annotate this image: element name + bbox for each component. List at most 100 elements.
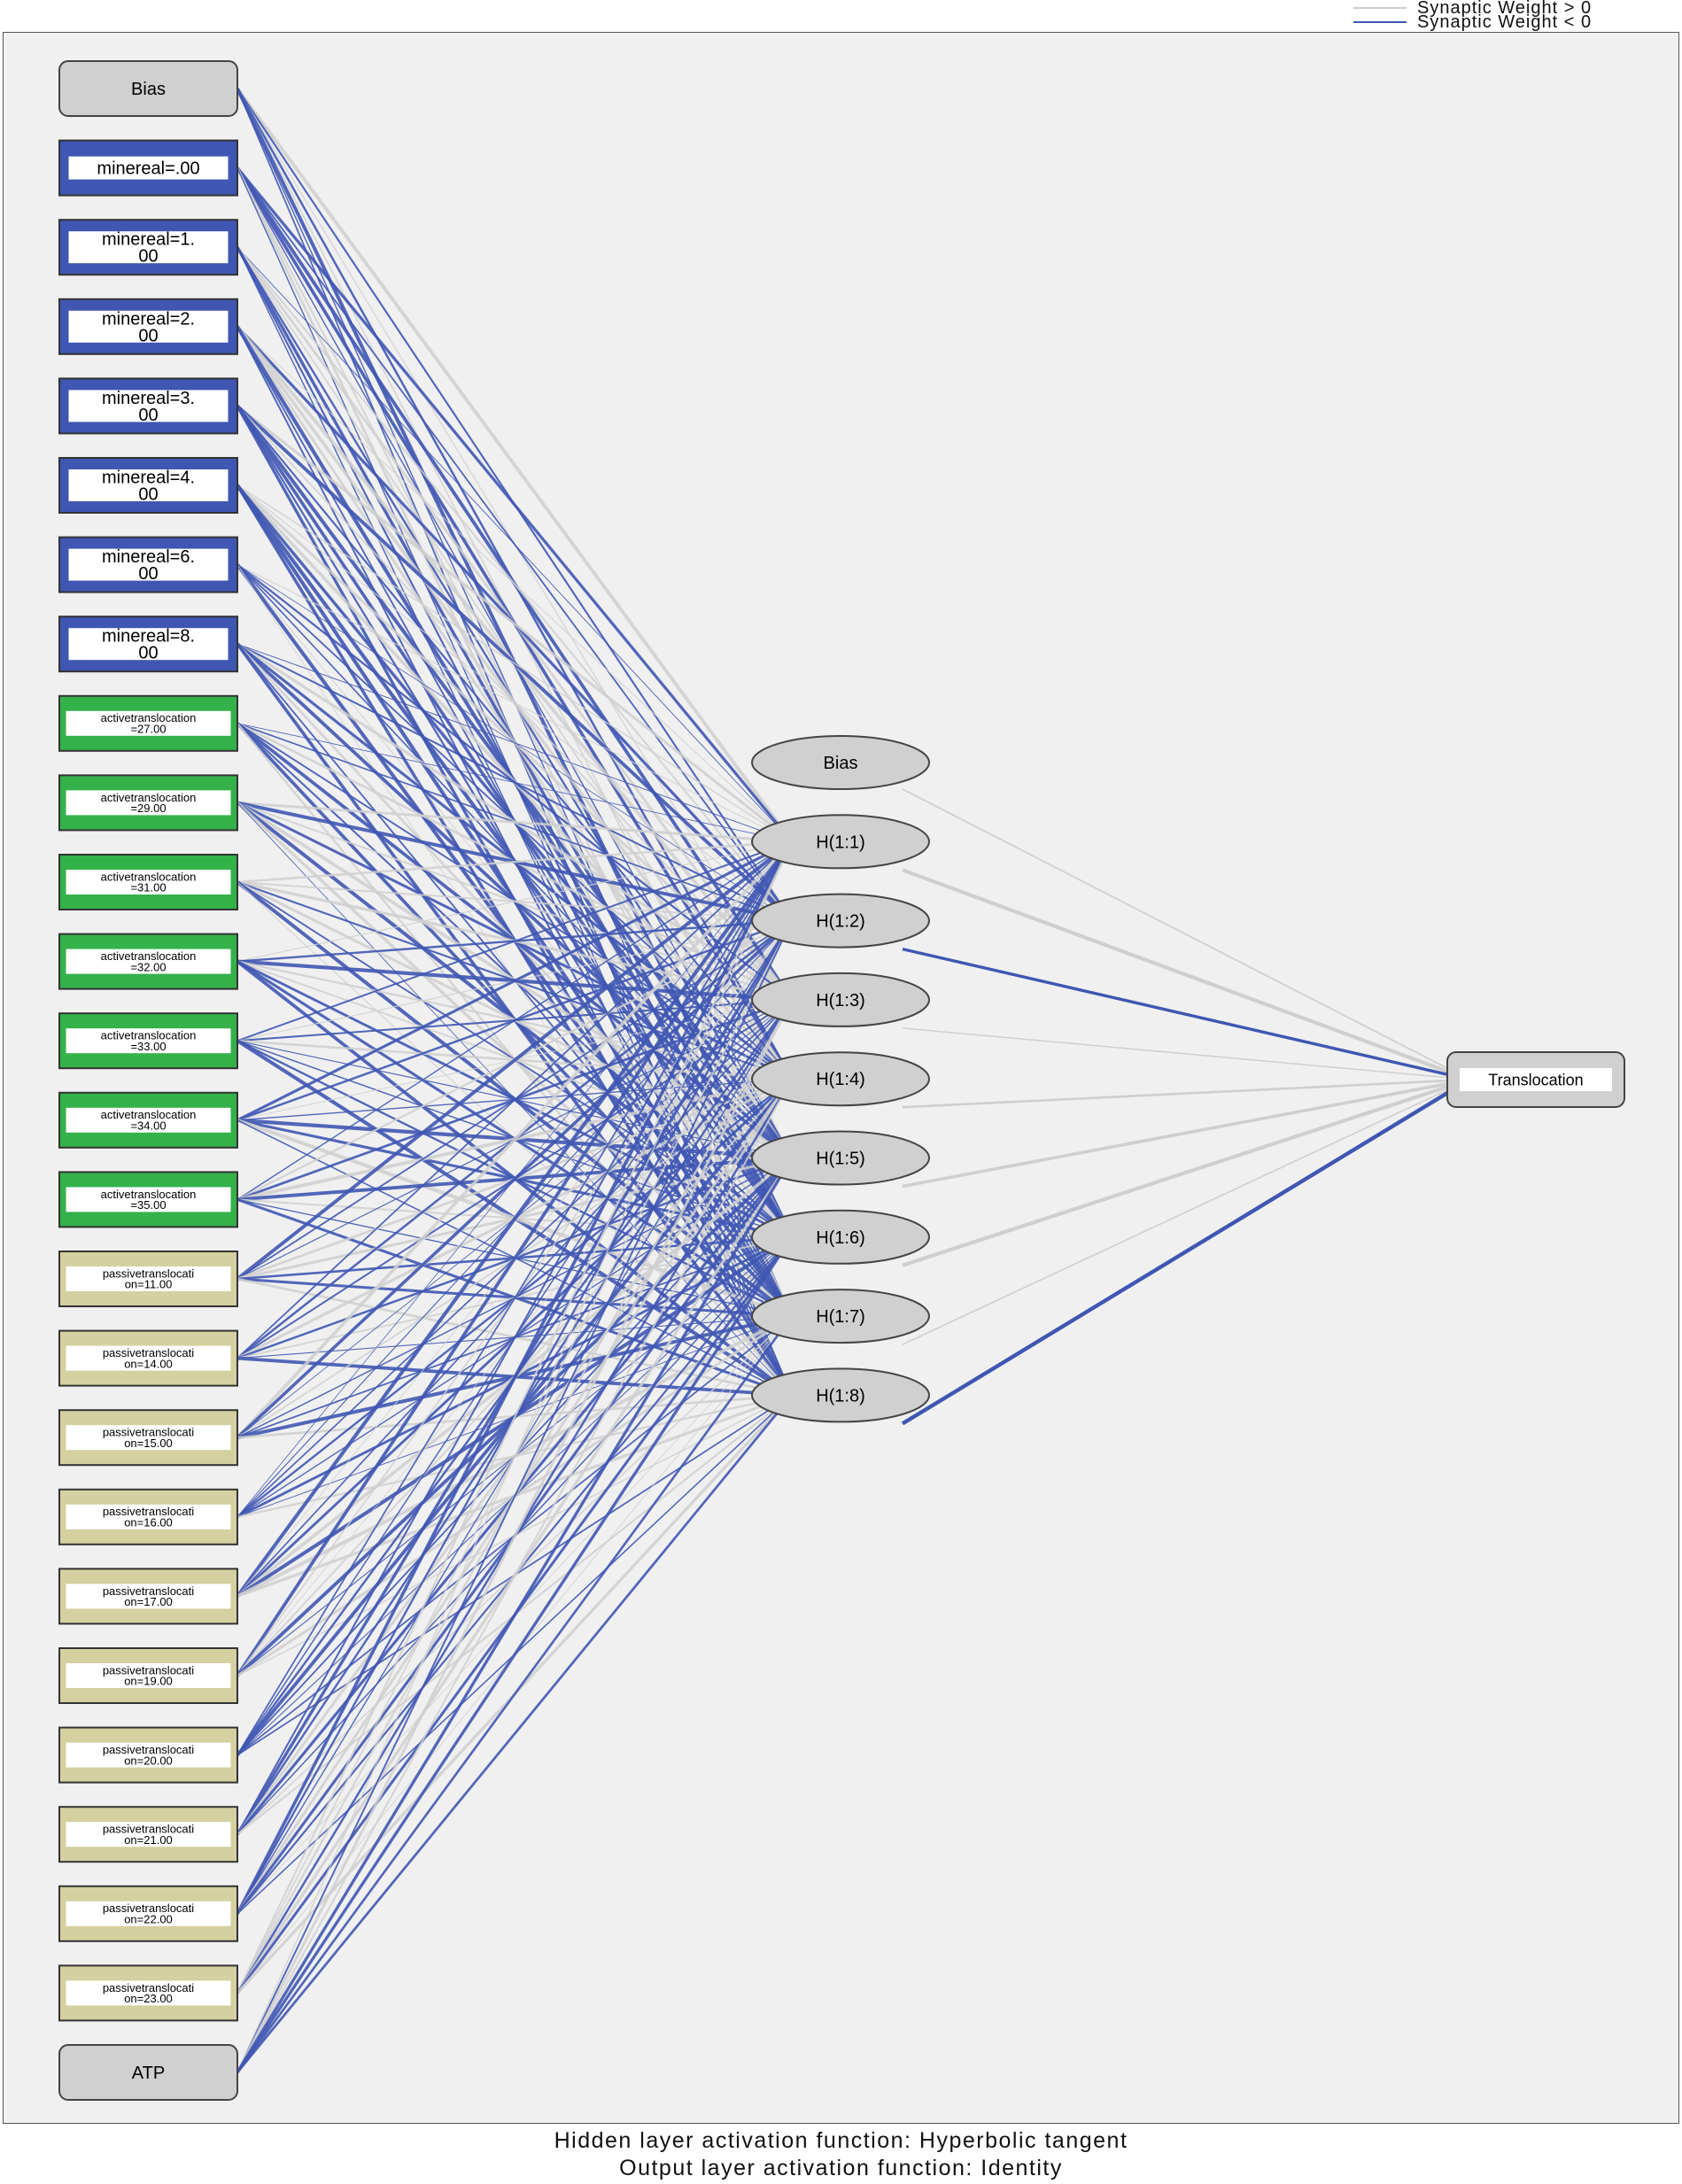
input-node-label: minereal=6. 00 xyxy=(102,547,195,584)
input-node-label-bg xyxy=(66,1425,231,1451)
hidden-node-ellipse xyxy=(751,735,930,790)
input-node-label-bg xyxy=(66,1266,231,1291)
input-node-label: passivetranslocati on=11.00 xyxy=(103,1266,194,1290)
synapse-input-hidden xyxy=(236,1315,794,2073)
hidden-node-label: Bias xyxy=(824,754,858,773)
hidden-node: H(1:2) xyxy=(751,893,930,949)
synapse-input-hidden xyxy=(236,840,794,1915)
input-node-label: passivetranslocati on=16.00 xyxy=(103,1505,194,1529)
synapse-input-hidden xyxy=(236,920,793,2073)
synapse-input-hidden xyxy=(236,801,793,843)
hidden-node: H(1:1) xyxy=(751,814,930,870)
input-node-label-bg xyxy=(66,710,231,736)
output-node-label: Translocation xyxy=(1488,1071,1583,1088)
output-node-label-bg xyxy=(1460,1068,1612,1091)
input-node-label: minereal=3. 00 xyxy=(102,389,195,425)
synapse-input-hidden xyxy=(236,840,793,1122)
hidden-node-label: H(1:6) xyxy=(816,1228,865,1248)
hidden-node: H(1:5) xyxy=(751,1130,930,1186)
connections xyxy=(236,87,1471,2073)
synapse-input-hidden xyxy=(236,840,793,1835)
synapse-input-hidden xyxy=(236,841,793,1518)
input-node-mineral: minereal=4. 00 xyxy=(58,457,238,514)
input-node-label-bg xyxy=(66,870,231,895)
hidden-bias: Bias xyxy=(751,735,930,790)
synapse-input-hidden xyxy=(236,723,793,842)
hidden-node-label: H(1:5) xyxy=(816,1150,865,1169)
legend-negative: Synaptic Weight < 0 xyxy=(1353,12,1592,32)
synapse-input-hidden xyxy=(236,87,794,843)
synapse-input-hidden xyxy=(236,840,793,1994)
input-node-label: ATP xyxy=(132,2064,165,2083)
input-node-passive: passivetranslocati on=15.00 xyxy=(58,1409,238,1467)
hidden-node-ellipse xyxy=(751,972,930,1027)
input-node-active: activetranslocation =27.00 xyxy=(58,694,238,752)
input-node-passive: passivetranslocati on=14.00 xyxy=(58,1329,238,1387)
input-node-label: activetranslocation =32.00 xyxy=(101,949,197,973)
synapse-input-hidden xyxy=(236,840,793,884)
legend-negative-swatch xyxy=(1353,21,1407,23)
input-node-label: minereal=4. 00 xyxy=(102,469,195,505)
input-node-active: activetranslocation =33.00 xyxy=(58,1012,238,1070)
input-node-mineral: minereal=1. 00 xyxy=(58,219,238,276)
input-node-passive: passivetranslocati on=20.00 xyxy=(58,1726,238,1784)
input-node-passive: passivetranslocati on=22.00 xyxy=(58,1885,238,1942)
input-node-label-bg xyxy=(66,1663,231,1688)
synapse-input-hidden xyxy=(236,1078,793,2073)
synapse-hidden-output xyxy=(902,1078,1470,1267)
hidden-node: H(1:3) xyxy=(751,972,930,1027)
synapse-hidden-output xyxy=(902,1079,1470,1345)
hidden-node: H(1:7) xyxy=(751,1289,930,1344)
input-node-label-bg xyxy=(66,1187,231,1212)
input-node-label: minereal=8. 00 xyxy=(102,627,195,663)
input-node-box xyxy=(58,2044,238,2101)
synapse-input-hidden xyxy=(236,840,794,1598)
input-node-label: activetranslocation =33.00 xyxy=(101,1029,197,1053)
input-node-label: passivetranslocati on=21.00 xyxy=(103,1823,194,1847)
input-node-passive: passivetranslocati on=21.00 xyxy=(58,1806,238,1863)
hidden-node-ellipse xyxy=(751,814,930,870)
input-node-label: passivetranslocati on=23.00 xyxy=(103,1981,194,2005)
hidden-activation-caption: Hidden layer activation function: Hyperb… xyxy=(554,2128,1128,2153)
input-node-active: activetranslocation =35.00 xyxy=(58,1171,238,1228)
synapse-input-hidden xyxy=(236,840,793,1200)
synapse-input-hidden xyxy=(236,840,793,1042)
synapse-input-hidden xyxy=(236,643,793,842)
synapse-input-hidden xyxy=(236,326,793,842)
hidden-node: H(1:8) xyxy=(751,1367,930,1423)
synapse-hidden-output xyxy=(901,1078,1471,1426)
input-node-label: activetranslocation =27.00 xyxy=(101,711,197,735)
input-node-label: activetranslocation =35.00 xyxy=(101,1188,197,1212)
input-node-passive: passivetranslocati on=19.00 xyxy=(58,1647,238,1704)
input-covariate: ATP xyxy=(58,2044,238,2101)
input-node-active: activetranslocation =29.00 xyxy=(58,774,238,832)
synapse-input-hidden xyxy=(236,246,793,842)
synapse-input-hidden xyxy=(236,564,793,842)
input-node-active: activetranslocation =34.00 xyxy=(58,1091,238,1149)
input-node-label: passivetranslocati on=22.00 xyxy=(103,1901,194,1925)
input-node-mineral: minereal=.00 xyxy=(58,139,238,197)
input-node-label-bg xyxy=(68,548,229,581)
synapse-input-hidden xyxy=(236,1157,794,2073)
hidden-node-label: H(1:2) xyxy=(816,912,865,932)
input-node-mineral: minereal=3. 00 xyxy=(58,377,238,435)
input-node-label-bg xyxy=(68,390,229,422)
input-node-label: minereal=1. 00 xyxy=(102,230,195,267)
input-node-label-bg xyxy=(66,1822,231,1847)
hidden-node-ellipse xyxy=(751,1209,930,1265)
synapse-input-hidden xyxy=(236,1394,794,2073)
legend-negative-label: Synaptic Weight < 0 xyxy=(1417,12,1593,32)
synapse-input-hidden xyxy=(236,999,794,2073)
legend-positive-swatch xyxy=(1353,7,1407,9)
legend-positive: Synaptic Weight > 0 xyxy=(1353,0,1592,18)
synapse-input-hidden xyxy=(236,167,794,843)
input-node-label: Bias xyxy=(131,80,166,99)
hidden-node-ellipse xyxy=(751,1367,930,1423)
input-node-label-bg xyxy=(66,949,231,974)
hidden-node-ellipse xyxy=(751,1051,930,1107)
hidden-node-ellipse xyxy=(751,1130,930,1186)
nodes: Bias minereal=.00 minereal=1. 00 minereal=2.… xyxy=(58,60,1625,2101)
hidden-node-label: H(1:4) xyxy=(816,1070,865,1089)
input-node-label: activetranslocation =34.00 xyxy=(101,1108,197,1132)
input-node-label-bg xyxy=(66,790,231,816)
